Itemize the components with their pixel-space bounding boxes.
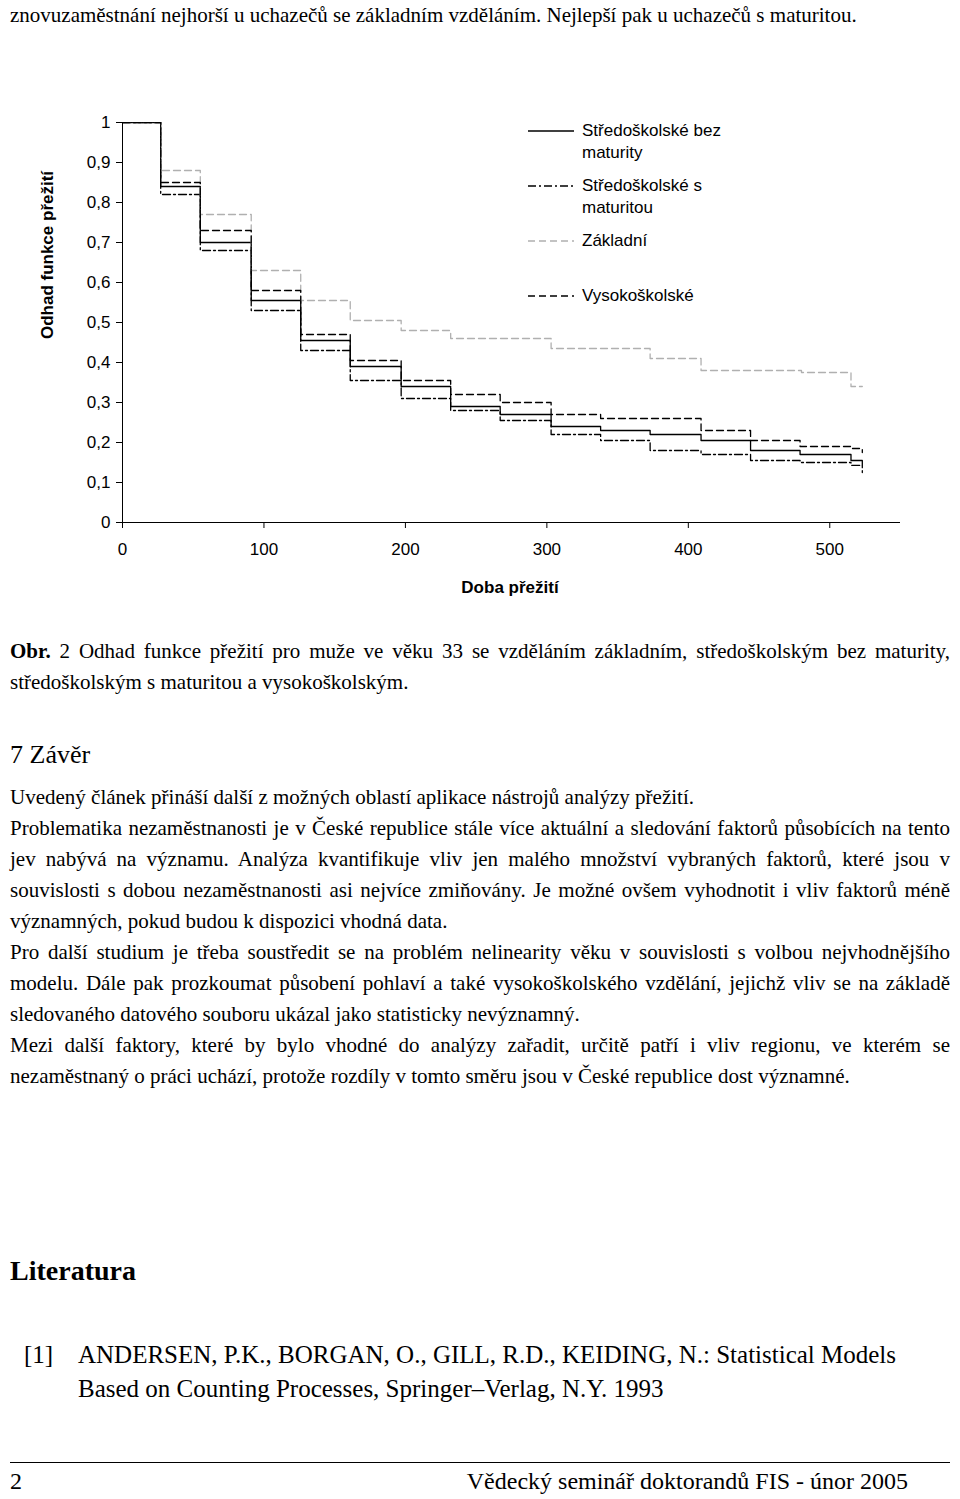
html-text:Odhad funkce přežití: Odhad funkce přežití bbox=[38, 170, 57, 340]
svg-text:400: 400 bbox=[674, 540, 702, 559]
html-text:Literatura: Literatura bbox=[10, 1255, 136, 1286]
html-text:2: 2 bbox=[10, 1468, 22, 1494]
svg-text:300: 300 bbox=[533, 540, 561, 559]
svg-text:0,7: 0,7 bbox=[87, 233, 111, 252]
svg-text:500: 500 bbox=[816, 540, 844, 559]
html-text:Problematika nezaměstnanosti j: Problematika nezaměstnanosti je v České … bbox=[10, 816, 950, 933]
html-text:Vysokoškolské: Vysokoškolské bbox=[582, 286, 694, 305]
html-text:Doba přežití: Doba přežití bbox=[461, 578, 559, 597]
html-text:Mezi další faktory, které by b: Mezi další faktory, které by bylo vhodné… bbox=[10, 1033, 950, 1088]
html-text:Uvedený článek přináší další z: Uvedený článek přináší další z možných o… bbox=[10, 785, 694, 809]
html-text:Středoškolské bez maturity: Středoškolské bez maturity bbox=[582, 121, 721, 162]
svg-text:0: 0 bbox=[118, 540, 127, 559]
html-text:Pro další studium je třeba sou: Pro další studium je třeba soustředit se… bbox=[10, 940, 950, 1026]
svg-text:0,5: 0,5 bbox=[87, 313, 111, 332]
svg-text:200: 200 bbox=[391, 540, 419, 559]
svg-text:0,1: 0,1 bbox=[87, 473, 111, 492]
svg-text:0,4: 0,4 bbox=[87, 353, 111, 372]
html-text:Základní: Základní bbox=[582, 231, 648, 250]
svg-text:0: 0 bbox=[101, 513, 110, 532]
html-text:7 Závěr: 7 Závěr bbox=[10, 740, 91, 769]
svg-text:0,6: 0,6 bbox=[87, 273, 111, 292]
svg-text:0,3: 0,3 bbox=[87, 393, 111, 412]
html-text:ANDERSEN, P.K., BORGAN, O., GI: ANDERSEN, P.K., BORGAN, O., GILL, R.D., … bbox=[78, 1341, 896, 1402]
svg-text:1: 1 bbox=[101, 113, 110, 132]
svg-text:0,2: 0,2 bbox=[87, 433, 111, 452]
svg-text:0,8: 0,8 bbox=[87, 193, 111, 212]
svg-text:0,9: 0,9 bbox=[87, 153, 111, 172]
html-text:[1]: [1] bbox=[24, 1341, 54, 1368]
html-text:znovuzaměstnání nejhorší u uch: znovuzaměstnání nejhorší u uchazečů se z… bbox=[10, 3, 857, 27]
html-text:Obr. 2 Odhad funkce přežití pr: Obr. 2 Odhad funkce přežití pro muže ve … bbox=[10, 639, 950, 694]
svg-text:100: 100 bbox=[250, 540, 278, 559]
html-text:Vědecký seminář doktorandů FIS: Vědecký seminář doktorandů FIS - únor 20… bbox=[466, 1468, 908, 1494]
html-text:Středoškolské s maturitou: Středoškolské s maturitou bbox=[582, 176, 702, 217]
